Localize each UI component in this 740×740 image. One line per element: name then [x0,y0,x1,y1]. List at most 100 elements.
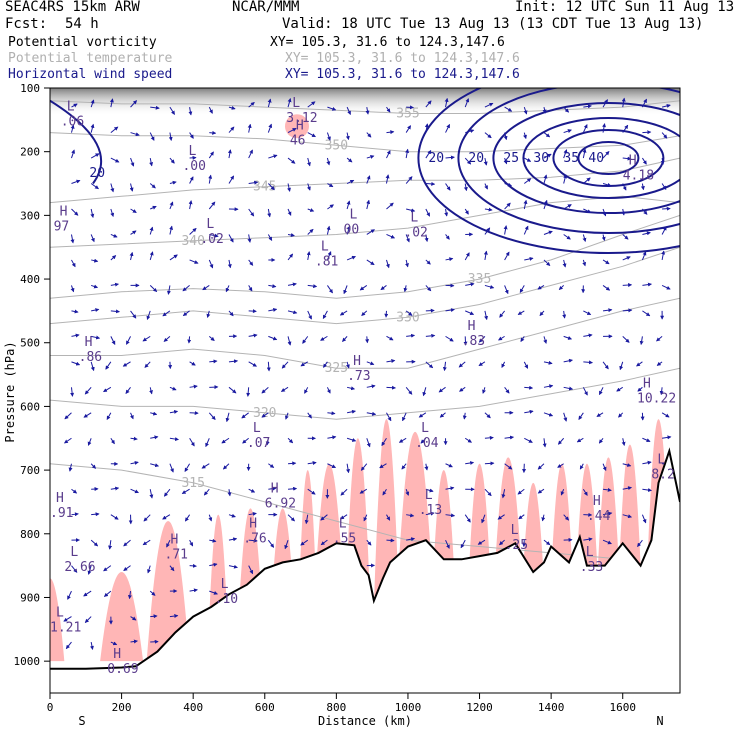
wind-vector [71,488,78,494]
wind-vector [425,208,431,217]
wind-vector [464,208,469,215]
wind-vector [641,251,647,261]
wind-vector [340,514,348,520]
wind-vector [542,438,547,448]
extremum-letter: L [292,96,300,111]
wind-vector [656,335,663,342]
extremum-letter: H [271,481,279,496]
wind-vector [228,234,234,243]
wind-vector [71,103,78,108]
wind-vector [359,285,368,291]
wind-vector [425,361,434,369]
header-model: SEAC4RS 15km ARW [5,0,140,15]
wind-vector [287,183,291,192]
wind-vector [504,202,511,210]
wind-vector [327,411,336,416]
wind-vector [189,563,197,568]
extremum-value: 6.92 [265,496,296,511]
field-pv-xy: XY= 105.3, 31.6 to 124.3,147.6 [270,35,505,50]
wind-vector [206,310,211,319]
field-theta-name: Potential temperature [8,51,173,66]
wind-contour [417,88,680,255]
wind-vector [445,539,450,549]
wind-vector [189,438,195,447]
wind-vector [327,435,337,440]
wind-vector [583,360,593,365]
wind-vector [147,565,151,574]
wind-vector [543,199,548,210]
extremum-value: .33 [580,560,603,575]
wind-vector [602,487,612,492]
wind-vector [543,336,548,344]
wind-vector [484,227,491,235]
wind-vector [386,335,394,341]
wind-vector [169,225,174,235]
field-theta-xy: XY= 105.3, 31.6 to 124.3,147.6 [285,51,520,66]
wind-vector [405,310,413,316]
wind-vector [484,412,491,419]
wind-vector [248,208,255,217]
wind-vector [642,310,651,317]
wind-vector [189,384,198,389]
wind-vector [366,361,375,366]
extremum-letter: H [296,118,304,133]
wind-vector [208,335,215,341]
wind-vector [366,175,371,184]
wind-vector [360,463,368,471]
wind-vector [524,256,534,261]
extremum-letter: L [339,516,347,531]
wind-vector [405,259,409,268]
wind-vector [189,588,198,593]
wind-vector [125,387,131,394]
extremum-letter: L [657,453,665,468]
wind-vector [203,488,210,496]
extremum-value: 97 [54,219,70,234]
extremum-letter: H [353,354,361,369]
extremum-letter: L [410,211,418,226]
wind-vector [616,386,623,392]
wind-vector [382,488,387,496]
wind-contour-label: 20 [89,166,105,181]
wind-vector [103,386,112,393]
wind-vector [208,259,214,269]
wind-vector [130,208,137,213]
wind-vector [504,182,513,187]
wind-vector [345,361,350,369]
y-tick-label: 800 [20,528,40,541]
pv-blob [146,521,190,662]
wind-vector [563,386,574,391]
wind-vector [445,486,455,491]
wind-vector [503,157,508,165]
wind-vector [71,259,76,268]
wind-vector [642,208,648,215]
wind-vector [106,412,112,420]
wind-vector [327,204,334,210]
wind-vector [149,387,153,395]
wind-vector [563,106,570,113]
wind-vector [268,154,278,159]
wind-vector [523,132,527,140]
wind-vector [582,148,587,159]
wind-vector [300,361,308,367]
wind-vector [639,336,644,346]
y-tick-label: 900 [20,591,40,604]
wind-vector [621,97,626,108]
extremum-value: .71 [165,547,188,562]
wind-vector [342,336,348,342]
wind-vector [327,285,333,294]
wind-vector [543,230,553,235]
wind-vector [71,512,79,517]
wind-vector [563,412,568,422]
wind-vector [563,335,573,340]
wind-vector [70,124,75,133]
wind-vector [622,234,629,240]
extremum-value: 1.21 [50,621,81,636]
wind-vector [304,514,309,525]
wind-vector [464,252,470,261]
theta-contour [50,195,680,248]
wind-vector [91,308,100,313]
wind-vector [445,123,450,133]
wind-vector [582,488,588,496]
wind-vector [642,437,651,442]
